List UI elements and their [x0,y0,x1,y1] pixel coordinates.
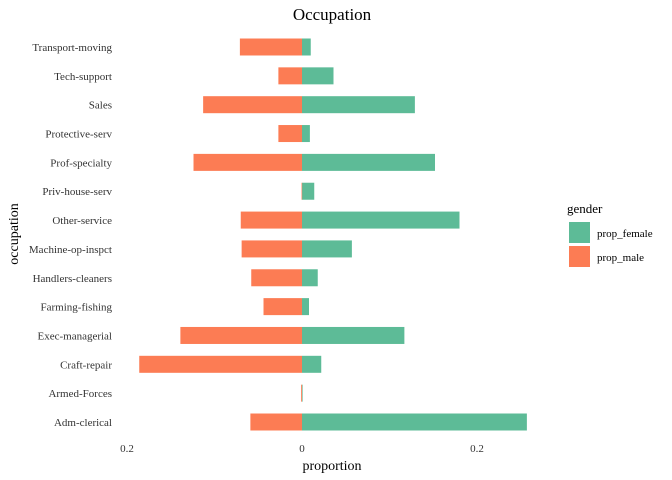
y-tick-label: Protective-serv [45,129,112,141]
bar-prop-male-machine-op-inspct [241,240,303,258]
bar-prop-male-armed-forces [301,384,303,402]
bar-prop-female-craft-repair [302,355,322,373]
bar-prop-male-other-service [240,211,302,229]
bar-prop-female-prof-specialty [302,153,435,171]
y-tick-labels: Adm-clerical Armed-Forces Craft-repair Exec… [29,42,113,429]
bar-prop-female-handlers-cleaners [302,269,318,287]
x-tick-label: 0.2 [120,443,134,455]
legend-title: gender [567,201,603,216]
y-tick-label: Other-service [52,215,112,227]
y-tick-label: Farming-fishing [41,302,113,314]
x-axis-title: proportion [302,459,361,474]
bar-prop-male-farming-fishing [263,298,302,316]
y-axis-title: occupation [7,203,22,264]
y-tick-label: Handlers-cleaners [33,273,112,285]
bar-prop-male-tech-support [278,67,303,85]
bar-prop-male-prof-specialty [193,153,302,171]
legend-swatch-prop-female [569,222,590,243]
x-tick-labels: 0.2 0 0.2 [120,443,484,455]
y-tick-label: Sales [89,100,112,112]
y-tick-label: Adm-clerical [54,417,112,429]
bars-group [139,38,527,431]
bar-prop-female-tech-support [302,67,334,85]
bar-prop-female-machine-op-inspct [302,240,352,258]
bar-prop-female-armed-forces [302,384,303,402]
bar-prop-female-sales [302,96,415,114]
bar-prop-male-priv-house-serv [301,182,303,200]
y-tick-label: Craft-repair [60,359,112,371]
bar-prop-male-adm-clerical [250,413,303,431]
y-tick-label: Prof-specialty [50,157,112,169]
bar-prop-female-protective-serv [302,125,310,143]
bar-prop-female-farming-fishing [302,298,309,316]
legend: gender prop_female prop_male [567,201,653,267]
y-tick-label: Priv-house-serv [42,186,112,198]
x-tick-label: 0.2 [470,443,484,455]
bar-prop-female-priv-house-serv [302,182,315,200]
bar-prop-female-exec-managerial [302,326,405,344]
bar-prop-male-sales [203,96,303,114]
legend-swatch-prop-male [569,246,590,267]
bar-prop-male-craft-repair [139,355,302,373]
bar-prop-male-handlers-cleaners [251,269,302,287]
x-tick-label: 0 [299,443,305,455]
y-tick-label: Transport-moving [32,42,112,54]
y-tick-label: Tech-support [54,71,112,83]
y-tick-label: Machine-op-inspct [29,244,112,256]
bar-prop-male-exec-managerial [180,326,303,344]
y-tick-label: Armed-Forces [48,388,112,400]
bar-prop-male-transport-moving [239,38,303,56]
bar-prop-male-protective-serv [278,125,303,143]
y-tick-label: Exec-managerial [37,330,112,342]
chart-title: Occupation [293,5,372,24]
legend-label-prop-male: prop_male [597,252,644,264]
bar-prop-female-transport-moving [302,38,311,56]
legend-label-prop-female: prop_female [597,228,653,240]
bar-prop-female-other-service [302,211,460,229]
bar-prop-female-adm-clerical [302,413,527,431]
